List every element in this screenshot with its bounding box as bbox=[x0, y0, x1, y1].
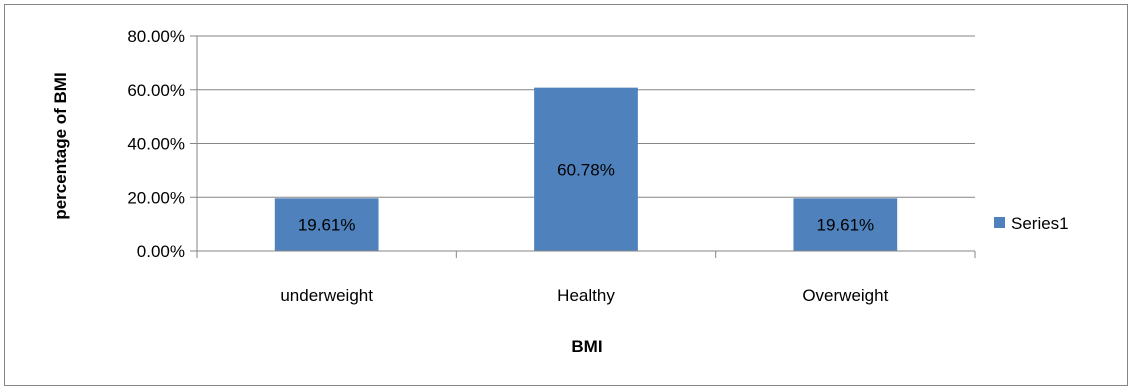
data-label: 60.78% bbox=[557, 160, 615, 179]
x-category-label: Overweight bbox=[802, 286, 888, 305]
bar-underweight bbox=[274, 198, 379, 251]
legend-swatch-series1 bbox=[994, 217, 1005, 228]
y-axis-title: percentage of BMI bbox=[51, 72, 70, 219]
data-label: 19.61% bbox=[816, 216, 874, 235]
x-axis-title: BMI bbox=[571, 337, 602, 356]
bar-overweight bbox=[793, 198, 898, 251]
data-label: 19.61% bbox=[298, 216, 356, 235]
y-tick-labels: 0.00% 20.00% 40.00% 60.00% 80.00% bbox=[127, 27, 185, 261]
y-tick-label: 0.00% bbox=[137, 242, 185, 261]
x-category-label: underweight bbox=[280, 286, 373, 305]
bar-healthy bbox=[534, 87, 638, 251]
bars bbox=[274, 87, 898, 251]
y-tick-label: 20.00% bbox=[127, 188, 185, 207]
y-tick-label: 80.00% bbox=[127, 27, 185, 46]
legend: Series1 bbox=[994, 214, 1069, 233]
legend-label-series1: Series1 bbox=[1011, 214, 1069, 233]
y-tick-label: 40.00% bbox=[127, 135, 185, 154]
x-category-label: Healthy bbox=[557, 286, 615, 305]
y-tick-label: 60.00% bbox=[127, 81, 185, 100]
axes bbox=[190, 35, 976, 258]
x-category-labels: underweight Healthy Overweight bbox=[280, 286, 888, 305]
data-labels: 19.61% 60.78% 19.61% bbox=[298, 160, 874, 234]
